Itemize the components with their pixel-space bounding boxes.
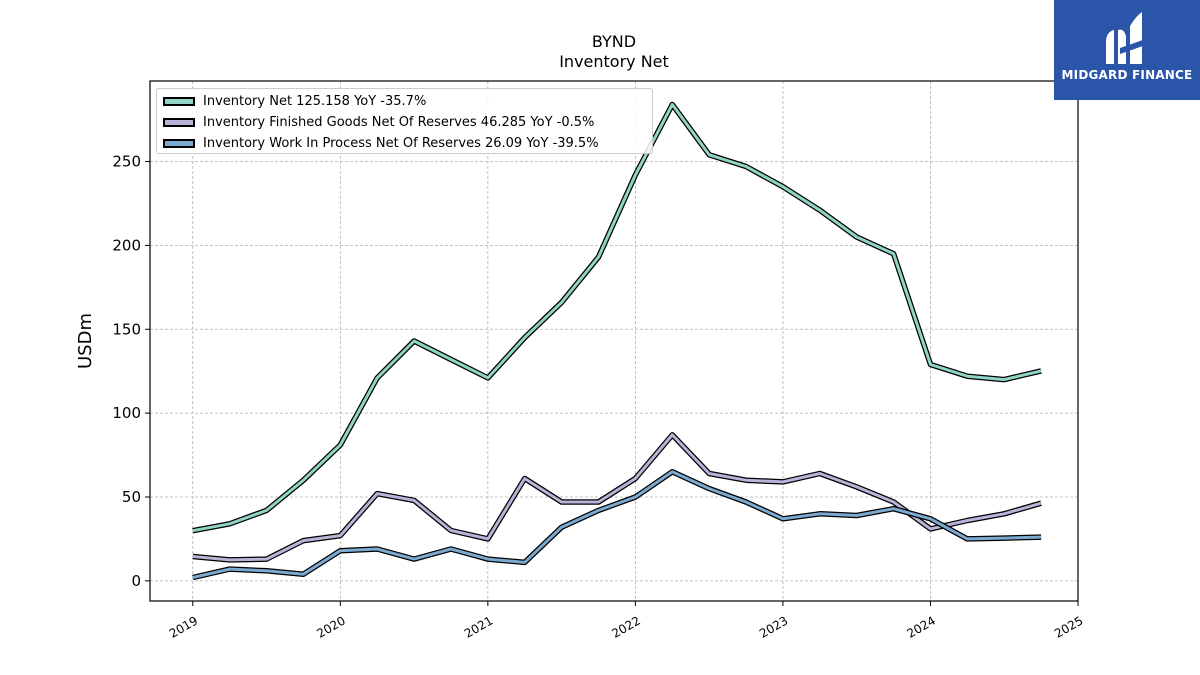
- x-tick-label: 2021: [462, 613, 495, 640]
- plot-frame: [149, 80, 1079, 602]
- x-tick-label: 2019: [167, 613, 200, 640]
- chart-subtitle: Inventory Net: [559, 52, 669, 71]
- y-tick-label: 200: [112, 236, 141, 254]
- series-line: [192, 470, 1042, 579]
- brand-logo: MIDGARD FINANCE: [1054, 0, 1200, 100]
- chart-title: BYND: [591, 32, 637, 51]
- y-tick-label: 0: [131, 572, 141, 590]
- legend-label-work-in-process: Inventory Work In Process Net Of Reserve…: [203, 136, 599, 151]
- logo-text: MIDGARD FINANCE: [1061, 68, 1193, 82]
- y-tick-label: 150: [112, 320, 141, 338]
- series-line: [192, 103, 1042, 533]
- legend-item-inventory-net: Inventory Net 125.158 YoY -35.7%: [163, 91, 646, 112]
- y-tick-label: 50: [122, 488, 141, 506]
- series-lines: [192, 101, 1042, 581]
- series-outline: [192, 432, 1042, 563]
- axes: 0 50 100 150 200 250 2019 2020 2021 2022 2023 2024 2…: [112, 153, 1085, 641]
- series-line: [192, 433, 1042, 562]
- chart-title-block: BYND Inventory Net: [150, 32, 1078, 72]
- x-tick-label: 2025: [1052, 613, 1085, 640]
- series-3: [192, 469, 1042, 581]
- x-tick-label: 2020: [314, 613, 347, 640]
- legend-swatch-inventory-net: [163, 97, 195, 106]
- legend-label-finished-goods: Inventory Finished Goods Net Of Reserves…: [203, 115, 595, 130]
- series-2: [192, 432, 1042, 563]
- x-tick-label: 2024: [905, 613, 938, 640]
- legend-swatch-work-in-process: [163, 139, 195, 148]
- x-tick-label: 2022: [609, 613, 642, 640]
- logo-mark-icon: [1106, 12, 1148, 65]
- legend-item-work-in-process: Inventory Work In Process Net Of Reserve…: [163, 133, 646, 154]
- y-tick-label: 250: [112, 153, 141, 171]
- x-tick-label: 2023: [757, 613, 790, 640]
- y-tick-label: 100: [112, 404, 141, 422]
- legend-label-inventory-net: Inventory Net 125.158 YoY -35.7%: [203, 94, 427, 109]
- series-1: [192, 101, 1042, 534]
- chart-legend: Inventory Net 125.158 YoY -35.7% Invento…: [156, 88, 653, 154]
- y-axis-label: USDm: [75, 313, 96, 369]
- legend-swatch-finished-goods: [163, 118, 195, 127]
- legend-item-finished-goods: Inventory Finished Goods Net Of Reserves…: [163, 112, 646, 133]
